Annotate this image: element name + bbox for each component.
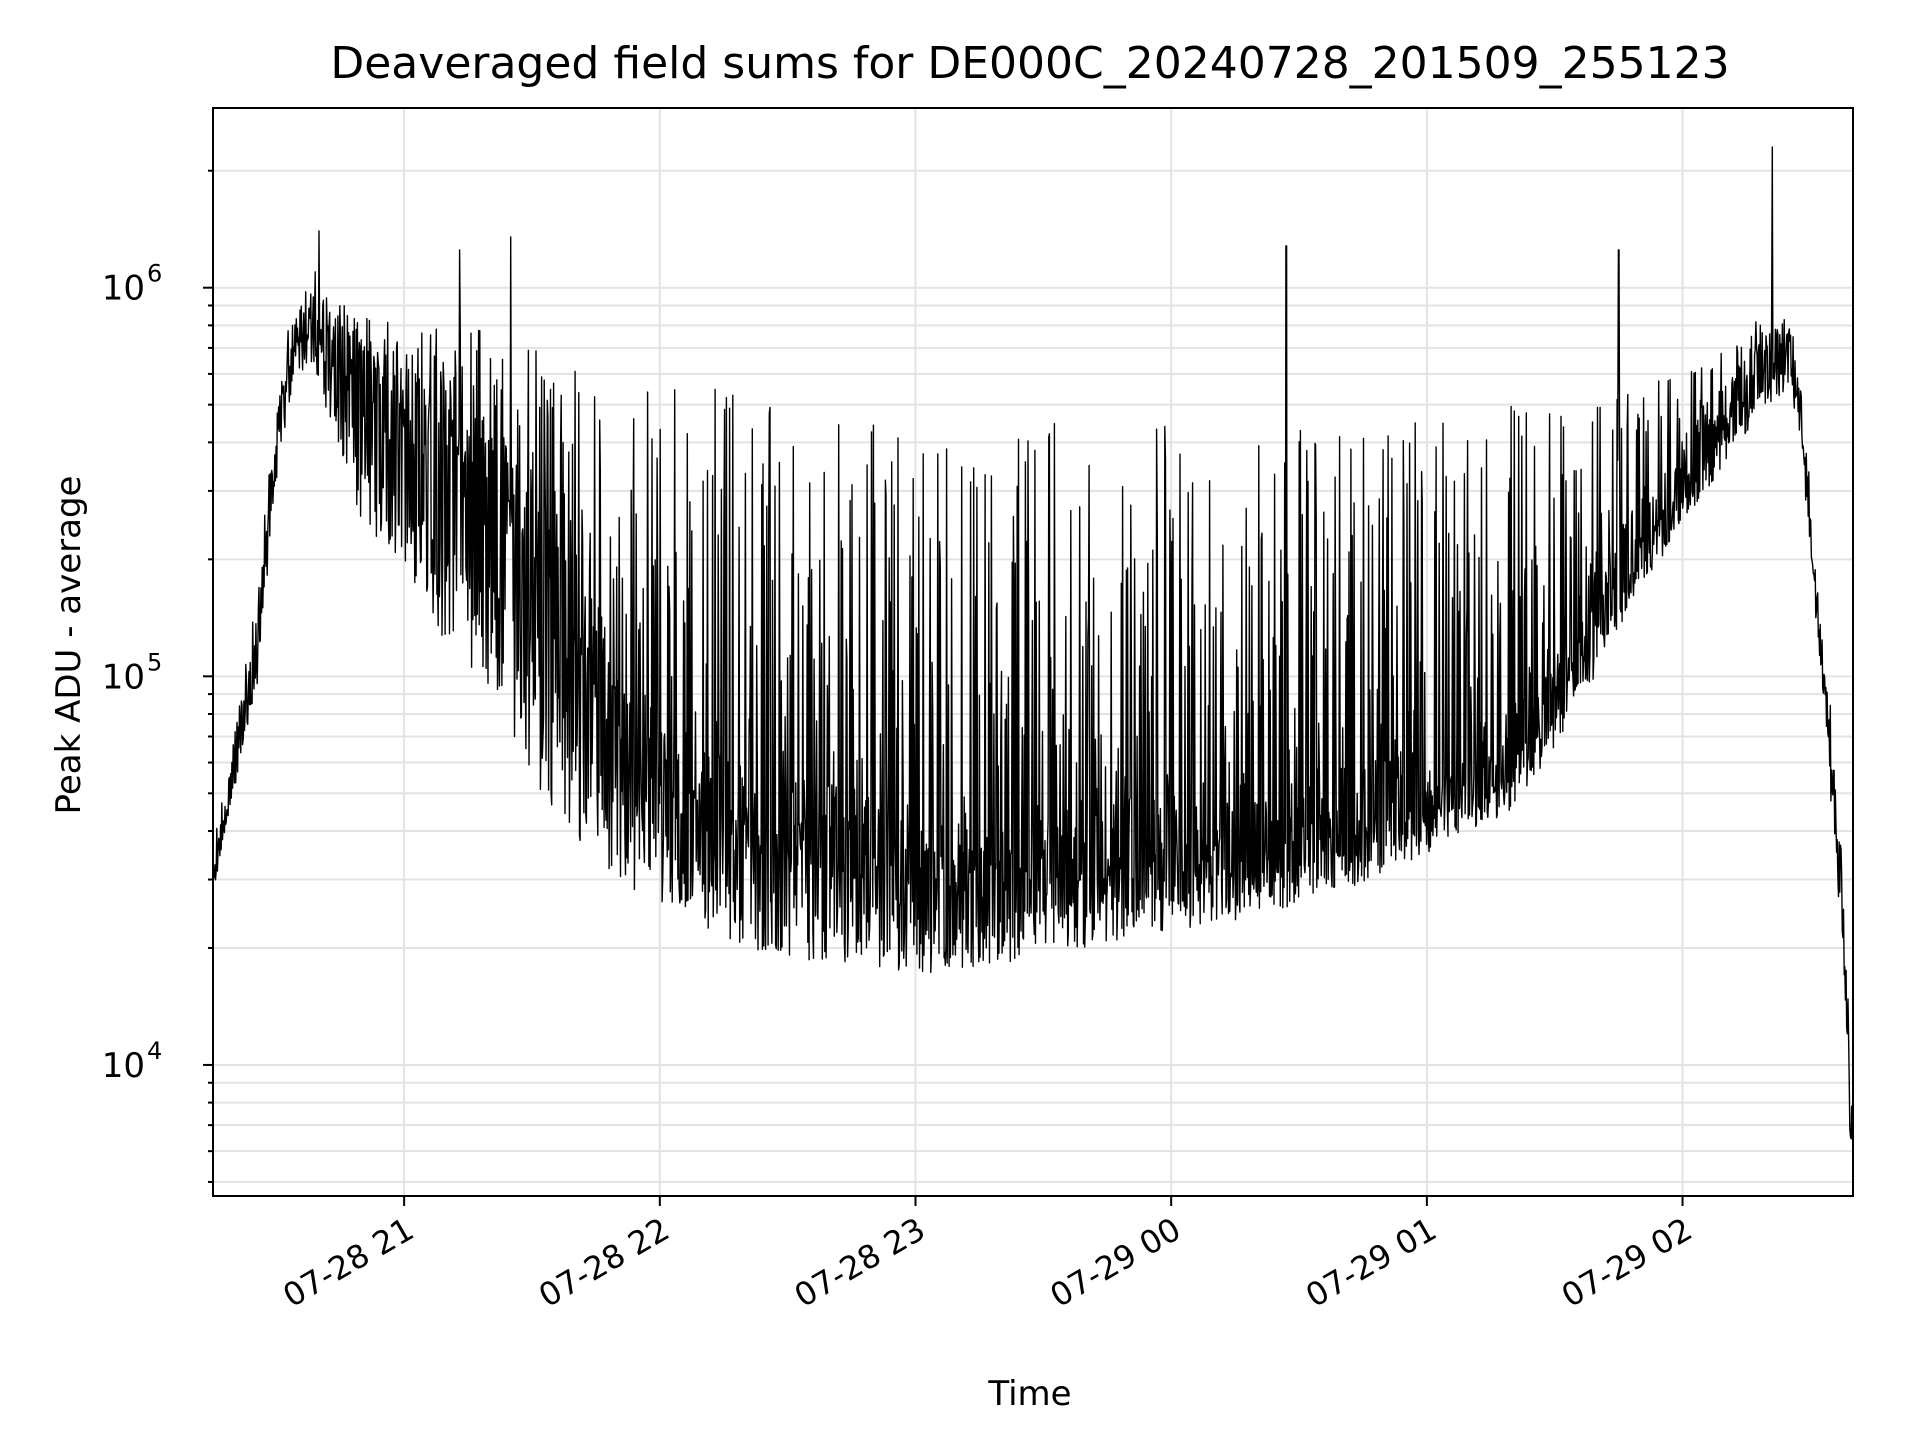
series-line — [213, 146, 1853, 1145]
y-tick-label: 10 — [102, 1046, 145, 1086]
y-axis-label: Peak ADU - average — [49, 476, 89, 815]
plot-frame — [212, 107, 1854, 1197]
x-tick-label: 07-29 02 — [1555, 1210, 1699, 1315]
x-tick-label: 07-28 22 — [532, 1210, 676, 1315]
series-layer — [213, 146, 1853, 1145]
y-tick-exponent: 4 — [147, 1037, 162, 1065]
x-tick-label: 07-28 23 — [788, 1210, 932, 1315]
x-tick-label: 07-28 21 — [277, 1210, 421, 1315]
y-tick-exponent: 6 — [147, 260, 162, 288]
x-tick-label: 07-29 00 — [1044, 1210, 1188, 1315]
y-tick-label: 10 — [102, 657, 145, 697]
chart-title: Deaveraged field sums for DE000C_2024072… — [330, 38, 1729, 89]
y-tick-label: 10 — [102, 269, 145, 309]
x-axis-label: Time — [987, 1374, 1071, 1414]
y-tick-exponent: 5 — [147, 648, 162, 676]
x-tick-label: 07-29 01 — [1299, 1210, 1443, 1315]
